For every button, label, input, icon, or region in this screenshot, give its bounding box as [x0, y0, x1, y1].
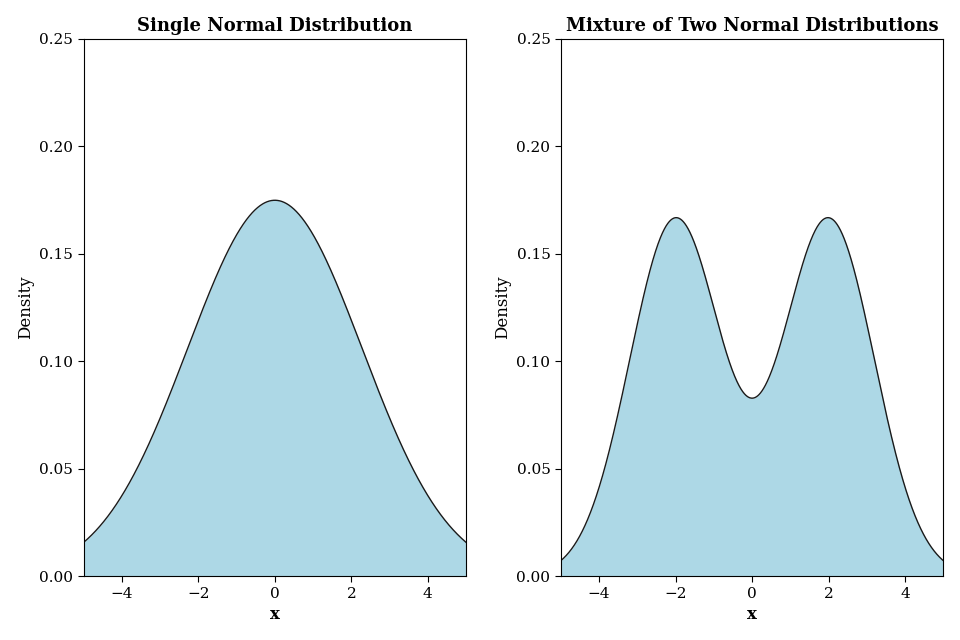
- Title: Single Normal Distribution: Single Normal Distribution: [137, 17, 413, 35]
- Y-axis label: Density: Density: [16, 276, 34, 339]
- Y-axis label: Density: Density: [493, 276, 511, 339]
- X-axis label: x: x: [270, 606, 279, 623]
- X-axis label: x: x: [747, 606, 757, 623]
- Title: Mixture of Two Normal Distributions: Mixture of Two Normal Distributions: [565, 17, 939, 35]
